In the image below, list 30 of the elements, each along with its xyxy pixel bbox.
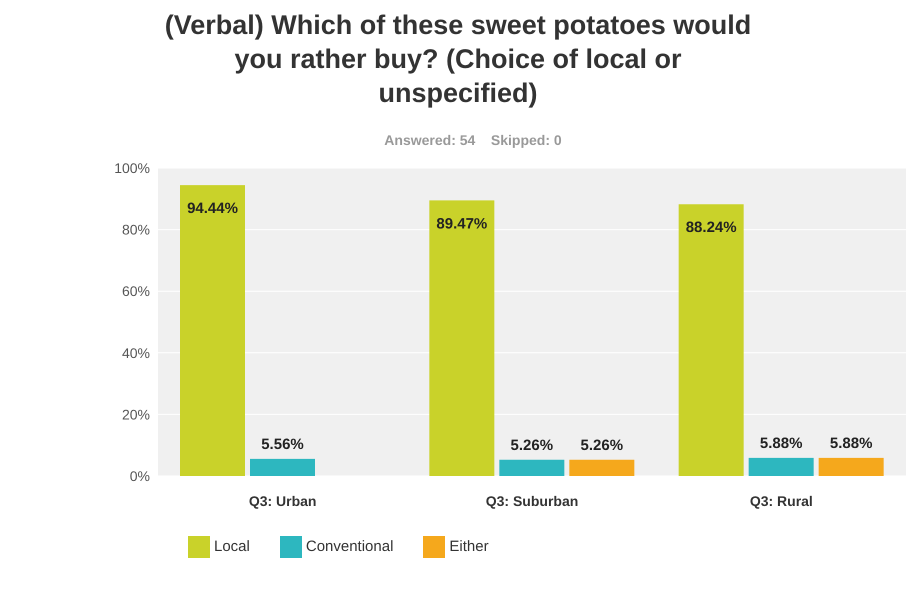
x-tick-label: Q3: Urban bbox=[248, 492, 317, 509]
bar bbox=[250, 458, 315, 476]
x-tick-label: Q3: Rural bbox=[750, 492, 813, 509]
data-label: 89.47% bbox=[436, 215, 488, 232]
y-tick-label: 0% bbox=[130, 468, 150, 484]
y-tick-label: 100% bbox=[114, 160, 150, 176]
data-label: 88.24% bbox=[686, 219, 737, 236]
bar bbox=[569, 460, 634, 476]
data-label: 5.26% bbox=[580, 436, 624, 454]
data-label: 94.44% bbox=[187, 200, 238, 218]
bar bbox=[818, 458, 884, 476]
x-tick-label: Q3: Suburban bbox=[486, 492, 578, 509]
bar bbox=[748, 458, 814, 476]
bar bbox=[429, 200, 494, 476]
legend-label: Local bbox=[214, 538, 250, 555]
y-tick-label: 40% bbox=[122, 344, 150, 361]
bar bbox=[499, 460, 564, 476]
data-label: 5.26% bbox=[510, 436, 554, 454]
legend-label: Conventional bbox=[306, 538, 394, 555]
chart-subtitle: Answered: 54 Skipped: 0 bbox=[383, 132, 563, 148]
legend-label: Either bbox=[449, 538, 489, 555]
bar bbox=[678, 204, 744, 476]
y-tick-label: 60% bbox=[122, 283, 150, 300]
chart-title: (Verbal) Which of these sweet potatoes would you rather buy? (Choice of local or unspecified) bbox=[164, 9, 752, 110]
y-tick-label: 80% bbox=[122, 222, 150, 238]
data-label: 5.88% bbox=[830, 434, 872, 452]
data-label: 5.88% bbox=[760, 434, 802, 452]
y-tick-label: 20% bbox=[122, 406, 150, 422]
bar bbox=[180, 185, 245, 476]
data-label: 5.56% bbox=[261, 436, 304, 453]
